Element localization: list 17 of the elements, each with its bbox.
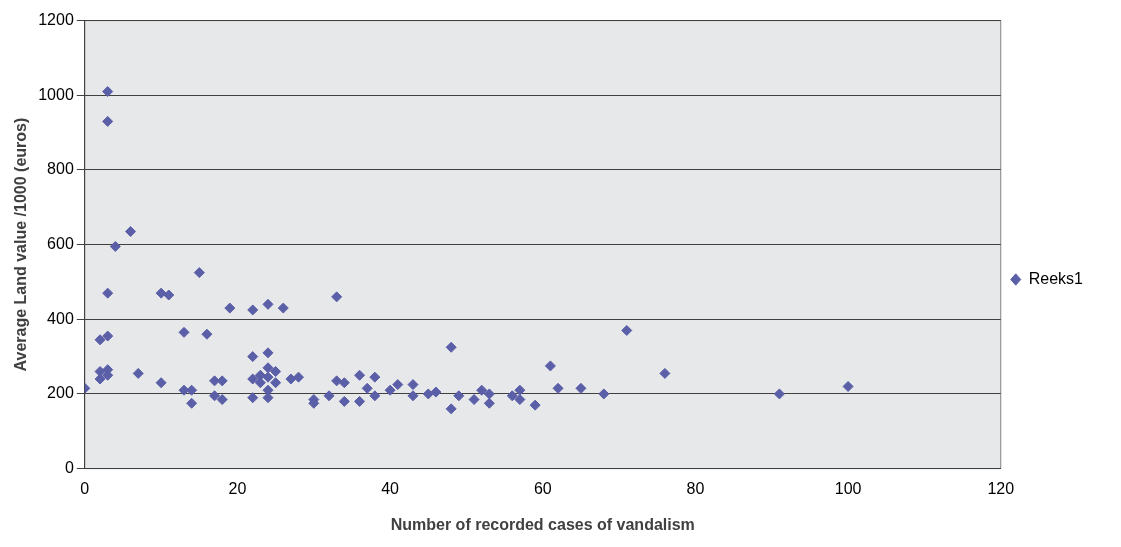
y-tick-label: 800 [47, 160, 74, 178]
y-tick-label: 200 [47, 384, 74, 402]
y-axis-title: Average Land value /1000 (euros) [12, 117, 30, 372]
x-tick-label: 20 [228, 479, 247, 497]
x-tick-label: 40 [381, 479, 400, 497]
legend-label: Reeks1 [1028, 269, 1084, 287]
y-tick-label: 600 [47, 235, 74, 253]
y-tick-label: 1000 [38, 85, 74, 103]
x-tick-label: 80 [686, 479, 705, 497]
x-axis-title: Number of recorded cases of vandalism [390, 515, 695, 533]
x-tick-label: 60 [533, 479, 552, 497]
x-tick-label: 100 [834, 479, 862, 497]
y-tick-label: 1200 [38, 11, 74, 29]
y-tick-label: 0 [64, 459, 74, 477]
y-tick-label: 400 [47, 309, 74, 327]
x-tick-label: 120 [987, 479, 1015, 497]
x-tick-label: 0 [80, 479, 90, 497]
